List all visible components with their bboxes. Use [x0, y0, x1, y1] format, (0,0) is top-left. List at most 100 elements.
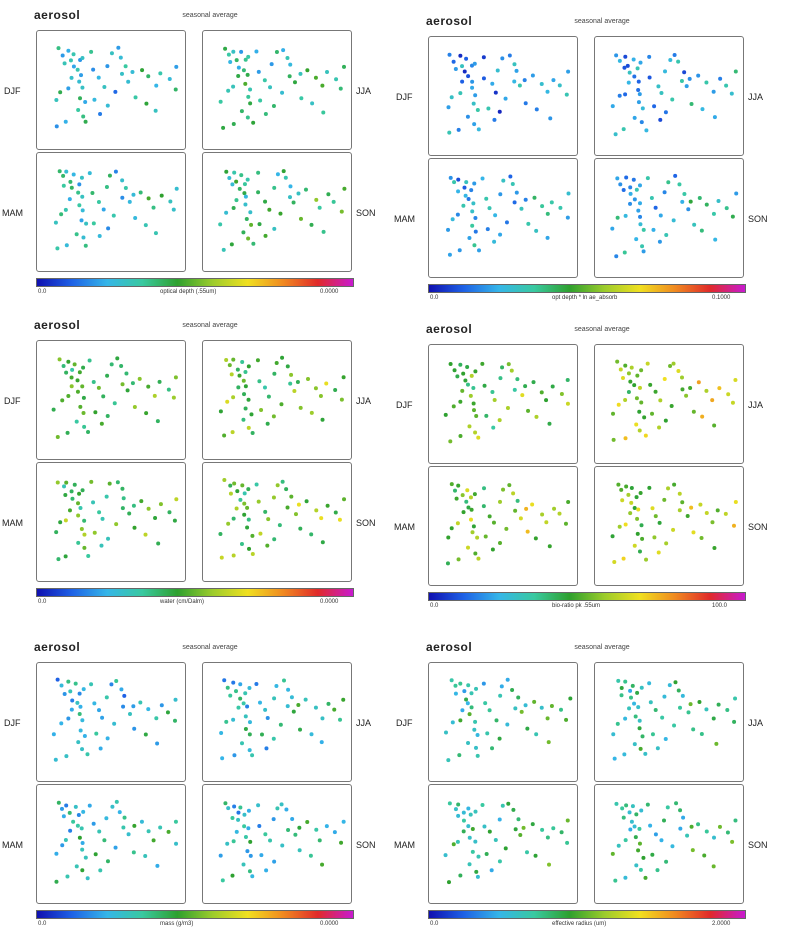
station-point: [246, 54, 251, 59]
station-point: [61, 173, 66, 178]
station-point: [497, 859, 502, 864]
station-point: [120, 486, 125, 491]
station-point: [514, 68, 519, 73]
station-point: [655, 868, 660, 873]
station-point: [621, 556, 626, 561]
station-point: [469, 373, 474, 378]
map-panel: [202, 462, 352, 582]
station-point: [174, 64, 179, 69]
station-point: [246, 236, 251, 241]
station-point: [640, 244, 645, 249]
station-point: [634, 396, 639, 401]
station-point: [473, 719, 478, 724]
station-point: [55, 246, 60, 251]
station-point: [265, 421, 270, 426]
station-point: [641, 227, 646, 232]
season-label: MAM: [394, 840, 415, 850]
station-point: [320, 540, 325, 545]
station-point: [69, 185, 74, 190]
station-point: [663, 69, 668, 74]
station-point: [672, 723, 677, 728]
station-point: [549, 703, 554, 708]
station-point: [711, 211, 716, 216]
colorbar-max-label: 0.1000: [712, 295, 731, 301]
station-point: [288, 381, 293, 386]
station-point: [691, 727, 696, 732]
station-point: [81, 114, 86, 119]
station-point: [623, 838, 628, 843]
station-point: [263, 509, 268, 514]
station-point: [94, 731, 99, 736]
station-point: [618, 367, 623, 372]
station-point: [137, 376, 142, 381]
station-point: [640, 536, 645, 541]
station-point: [226, 88, 231, 93]
station-point: [146, 196, 151, 201]
station-point: [616, 482, 621, 487]
station-point: [309, 732, 314, 737]
station-point: [242, 512, 247, 517]
station-point: [227, 363, 232, 368]
station-point: [481, 681, 486, 686]
station-point: [512, 62, 517, 67]
map-panel: [202, 784, 352, 904]
station-scatter: [218, 169, 347, 252]
colorbar-title: water (cm/Dalm): [160, 599, 205, 605]
station-point: [447, 252, 452, 257]
station-point: [617, 524, 622, 529]
map-panel: [202, 152, 352, 272]
station-point: [475, 874, 480, 879]
station-point: [671, 218, 676, 223]
station-point: [501, 178, 506, 183]
station-point: [264, 746, 269, 751]
station-point: [59, 721, 64, 726]
station-point: [453, 807, 458, 812]
figure-subtitle: seasonal average: [182, 644, 238, 651]
station-point: [467, 424, 472, 429]
season-label: DJF: [4, 86, 21, 96]
station-point: [83, 243, 88, 248]
station-point: [652, 535, 657, 540]
station-point: [82, 518, 87, 523]
station-point: [246, 808, 251, 813]
station-point: [263, 111, 268, 116]
station-point: [505, 406, 510, 411]
station-point: [465, 382, 470, 387]
station-point: [71, 52, 76, 57]
station-point: [224, 357, 229, 362]
station-point: [710, 398, 715, 403]
station-point: [716, 702, 721, 707]
station-point: [662, 190, 667, 195]
station-point: [523, 384, 528, 389]
station-point: [89, 682, 94, 687]
station-point: [457, 753, 462, 758]
station-point: [466, 196, 471, 201]
station-point: [130, 381, 135, 386]
station-point: [547, 421, 552, 426]
station-point: [686, 710, 691, 715]
station-point: [78, 728, 83, 733]
station-point: [171, 207, 176, 212]
station-point: [668, 57, 673, 62]
station-point: [530, 822, 535, 827]
station-point: [119, 363, 124, 368]
station-point: [676, 59, 681, 64]
station-point: [243, 81, 248, 86]
station-point: [558, 205, 563, 210]
station-point: [610, 104, 615, 109]
station-point: [704, 707, 709, 712]
station-point: [506, 801, 511, 806]
map-panel: [594, 466, 744, 586]
station-point: [612, 756, 617, 761]
station-point: [449, 526, 454, 531]
figure-subtitle: seasonal average: [182, 12, 238, 19]
station-point: [476, 248, 481, 253]
station-point: [460, 388, 465, 393]
figure-subtitle: seasonal average: [182, 322, 238, 329]
station-point: [236, 705, 241, 710]
station-point: [670, 97, 675, 102]
station-point: [617, 93, 622, 98]
station-point: [80, 85, 85, 90]
station-point: [613, 878, 618, 883]
station-point: [246, 94, 251, 99]
